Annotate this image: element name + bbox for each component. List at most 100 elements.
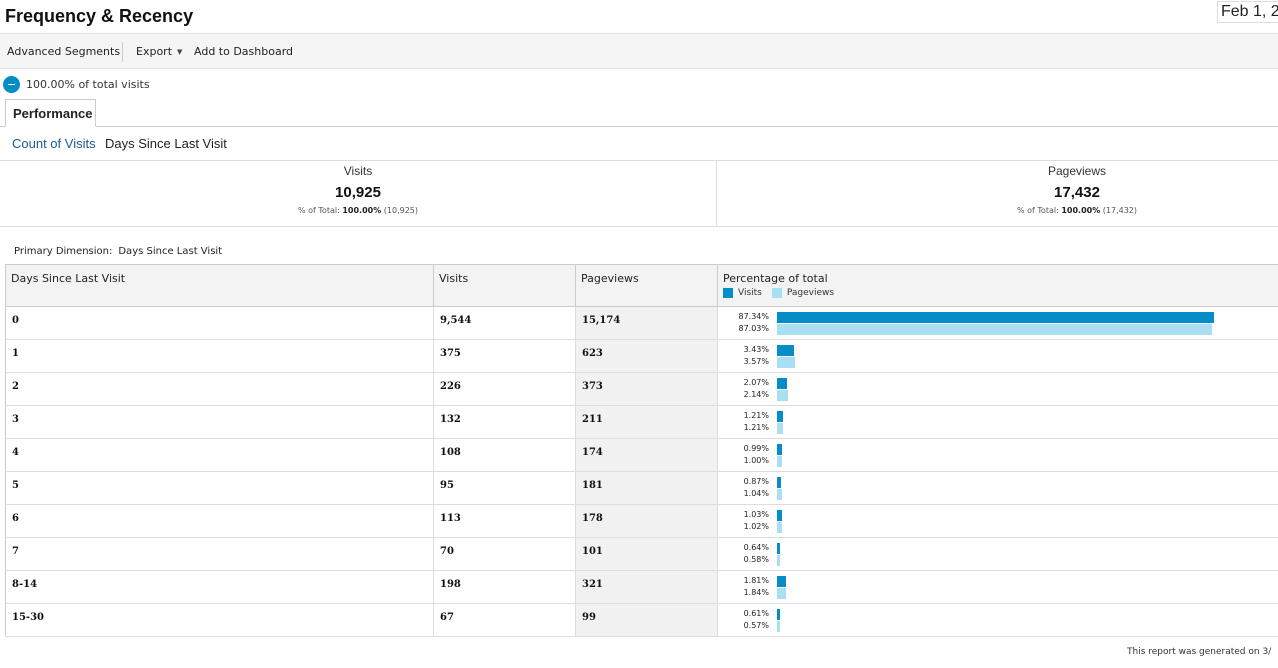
add-to-dashboard-button[interactable]: Add to Dashboard [194, 45, 294, 58]
table-row[interactable]: 5 95 181 0.87% 1.04% [5, 471, 1278, 505]
summary-pageviews-percent: % of Total: 100.00% (17,432) [717, 206, 1278, 215]
row-pageviews-bar [777, 390, 788, 401]
row-visits-bar [777, 609, 781, 620]
row-visits-bar [777, 444, 782, 455]
row-pageviews: 101 [575, 537, 718, 571]
table-row[interactable]: 3 132 211 1.21% 1.21% [5, 405, 1278, 439]
legend-visits-label: Visits [738, 288, 762, 298]
row-percentage: 3.43% 3.57% [717, 339, 1278, 373]
legend-pageviews-label: Pageviews [786, 288, 835, 298]
toolbar: Advanced Segments Export ▼ Add to Dashboa… [0, 33, 1278, 69]
header-percentage-of-total[interactable]: Percentage of total Visits Pageviews [717, 264, 1278, 307]
row-visits: 95 [433, 471, 576, 505]
row-visits: 70 [433, 537, 576, 571]
summary-visits-value: 10,925 [335, 184, 381, 201]
row-visits-bar [777, 543, 781, 554]
row-days: 5 [5, 471, 434, 505]
summary-visits-percent: % of Total: 100.00% (10,925) [0, 206, 716, 215]
row-days: 7 [5, 537, 434, 571]
row-visits: 375 [433, 339, 576, 373]
row-pageviews: 174 [575, 438, 718, 472]
summary-pageviews: Pageviews 17,432 % of Total: 100.00% (17… [717, 161, 1278, 226]
export-button[interactable]: Export ▼ [136, 45, 182, 58]
row-pageviews-pct: 3.57% [743, 357, 769, 366]
table-row[interactable]: 7 70 101 0.64% 0.58% [5, 537, 1278, 571]
row-pageviews-bar [777, 555, 780, 566]
row-visits-pct: 2.07% [743, 378, 769, 387]
table-row[interactable]: 6 113 178 1.03% 1.02% [5, 504, 1278, 538]
row-pageviews: 373 [575, 372, 718, 406]
table-row[interactable]: 0 9,544 15,174 87.34% 87.03% [5, 306, 1278, 340]
summary-pageviews-pct: 100.00% [1061, 206, 1101, 215]
summary-pageviews-value: 17,432 [1054, 184, 1100, 201]
row-pageviews-pct: 1.00% [743, 456, 769, 465]
tab-performance[interactable]: Performance [5, 99, 96, 127]
table-row[interactable]: 15-30 67 99 0.61% 0.57% [5, 603, 1278, 637]
row-visits: 67 [433, 603, 576, 637]
row-visits: 9,544 [433, 306, 576, 340]
row-visits: 113 [433, 504, 576, 538]
table-row[interactable]: 1 375 623 3.43% 3.57% [5, 339, 1278, 373]
row-pageviews-bar [777, 621, 780, 632]
page-title: Frequency & Recency [5, 6, 194, 26]
row-pageviews-bar [777, 522, 783, 533]
row-pageviews: 211 [575, 405, 718, 439]
row-visits-pct: 1.21% [743, 411, 769, 420]
row-visits-pct: 87.34% [738, 312, 769, 321]
row-percentage: 2.07% 2.14% [717, 372, 1278, 406]
advanced-segments-button[interactable]: Advanced Segments [7, 45, 121, 58]
row-percentage: 0.61% 0.57% [717, 603, 1278, 637]
row-visits-pct: 3.43% [743, 345, 769, 354]
row-visits: 132 [433, 405, 576, 439]
legend-visits-swatch [723, 288, 733, 298]
export-label: Export [136, 45, 173, 58]
row-pageviews-pct: 1.04% [743, 489, 769, 498]
date-range-picker[interactable]: Feb 1, 2 [1217, 1, 1278, 23]
row-days: 8-14 [5, 570, 434, 604]
row-visits-bar [777, 411, 784, 422]
row-pageviews-bar [777, 489, 783, 500]
row-visits-pct: 0.64% [743, 543, 769, 552]
row-percentage: 1.03% 1.02% [717, 504, 1278, 538]
subtab-count-of-visits[interactable]: Count of Visits [12, 136, 96, 151]
row-visits-bar [777, 576, 787, 587]
row-pageviews: 321 [575, 570, 718, 604]
row-visits-bar [777, 312, 1214, 323]
row-pageviews: 181 [575, 471, 718, 505]
row-pageviews: 99 [575, 603, 718, 637]
subtab-days-since-last-visit[interactable]: Days Since Last Visit [105, 136, 227, 151]
header-visits[interactable]: Visits [433, 264, 576, 307]
primary-dimension-label: Primary Dimension: [14, 246, 113, 257]
row-days: 2 [5, 372, 434, 406]
row-visits: 108 [433, 438, 576, 472]
legend-pageviews-swatch [771, 288, 782, 298]
table-row[interactable]: 8-14 198 321 1.81% 1.84% [5, 570, 1278, 604]
row-percentage: 87.34% 87.03% [717, 306, 1278, 340]
row-visits-bar [777, 345, 795, 356]
segment-indicator[interactable]: 100.00% of total visits [3, 75, 150, 93]
row-visits-pct: 0.61% [743, 609, 769, 618]
row-pageviews-pct: 0.58% [743, 555, 769, 564]
caret-down-icon: ▼ [177, 48, 183, 56]
row-pageviews-bar [777, 324, 1213, 335]
table-row[interactable]: 4 108 174 0.99% 1.00% [5, 438, 1278, 472]
row-visits-pct: 1.81% [743, 576, 769, 585]
summary-visits: Visits 10,925 % of Total: 100.00% (10,92… [0, 161, 717, 226]
segment-pie-icon [3, 75, 20, 93]
table-row[interactable]: 2 226 373 2.07% 2.14% [5, 372, 1278, 406]
row-pageviews-pct: 2.14% [743, 390, 769, 399]
summary-visits-total: (10,925) [383, 206, 418, 215]
row-days: 0 [5, 306, 434, 340]
header-pageviews[interactable]: Pageviews [575, 264, 718, 307]
header-days-since-last-visit[interactable]: Days Since Last Visit [5, 264, 434, 307]
primary-dimension-value[interactable]: Days Since Last Visit [118, 246, 223, 257]
summary-visits-pct-prefix: % of Total: [298, 206, 340, 215]
primary-dimension: Primary Dimension: Days Since Last Visit [14, 246, 222, 257]
header-percentage-label: Percentage of total [723, 272, 828, 285]
row-percentage: 0.99% 1.00% [717, 438, 1278, 472]
row-pageviews-pct: 0.57% [743, 621, 769, 630]
summary-pageviews-pct-prefix: % of Total: [1017, 206, 1059, 215]
row-percentage: 1.81% 1.84% [717, 570, 1278, 604]
row-visits: 198 [433, 570, 576, 604]
row-days: 4 [5, 438, 434, 472]
